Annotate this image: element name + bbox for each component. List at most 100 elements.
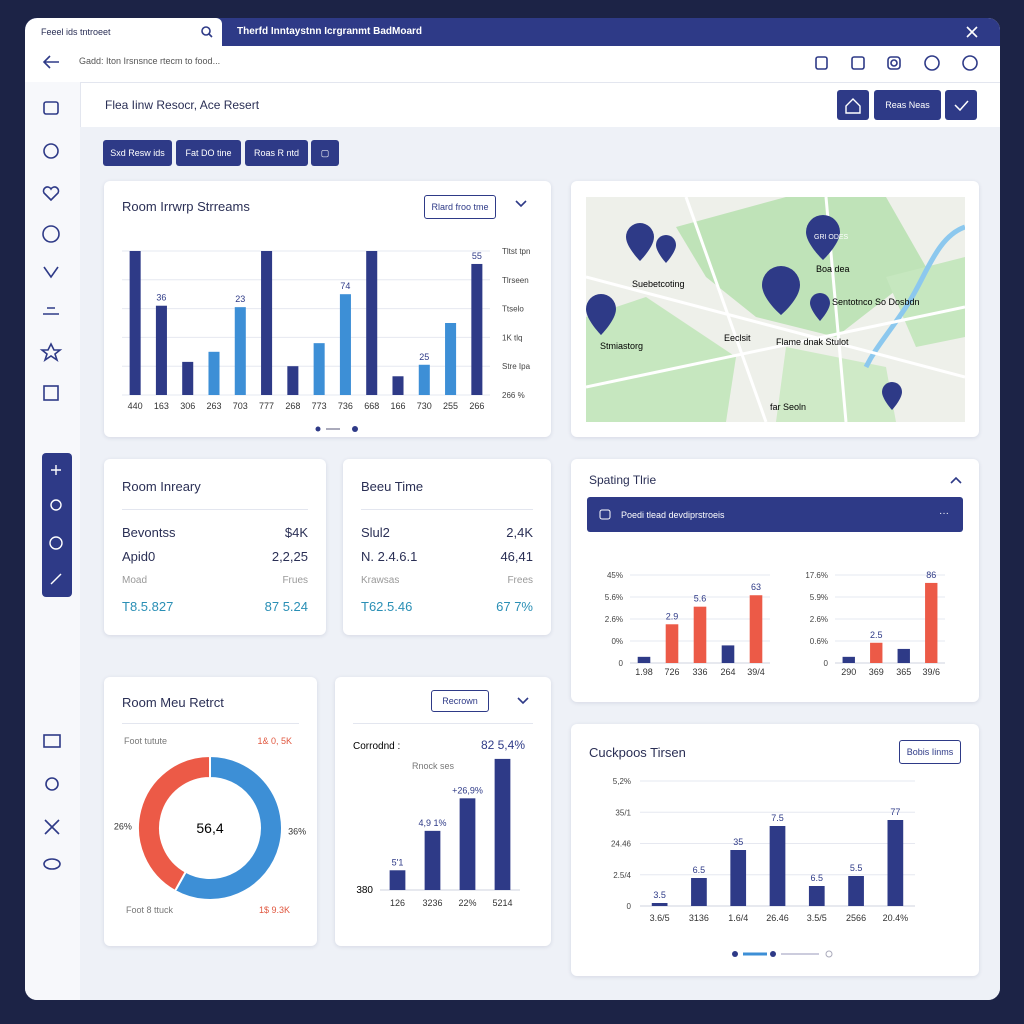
y-tick-label: 2.6% — [605, 615, 623, 624]
growth-button[interactable]: Recrown — [431, 690, 489, 712]
x-tick-label: 777 — [259, 401, 274, 411]
x-tick-label: 264 — [720, 667, 735, 677]
row-label: Bevontss — [122, 525, 176, 540]
y-tick-label: 5.6% — [605, 593, 623, 602]
bar — [848, 876, 864, 906]
cuckpoos-chart: 5,2% 35/1 24.46 2.5/4 0 3.6/5 3.5 3136 6.5 1.6/4 3… — [611, 777, 915, 958]
row-value: Frees — [507, 575, 533, 586]
card-title: Spating Tlrie — [589, 473, 657, 487]
y-tick-label: 0.6% — [810, 637, 828, 646]
row-label: Krawsas — [361, 575, 400, 586]
pin-label: GRI ODES — [814, 234, 849, 241]
y-tick-label: 2.5/4 — [613, 871, 631, 880]
donut-center: 56,4 — [196, 820, 223, 836]
y-tick-label: 5.9% — [810, 593, 828, 602]
window-title: Therfd Inntaystnn Icrgranmt BadMoard — [237, 26, 423, 37]
bar-label: 36 — [156, 293, 166, 303]
y-tick-label: 0 — [627, 902, 632, 911]
bar — [129, 251, 141, 395]
bar-label: 5.6 — [694, 594, 707, 604]
y-tick-label: 0% — [611, 637, 623, 646]
bar — [155, 305, 167, 395]
cuckpoos-button[interactable]: Bobis Iinms — [899, 740, 961, 764]
header-button[interactable]: Reas Neas — [885, 100, 930, 110]
card-title: Room Inreary — [122, 479, 201, 494]
bar — [418, 364, 430, 395]
map-label: Boa dea — [816, 264, 850, 274]
toolbar-icons[interactable] — [810, 54, 980, 72]
y-tick-label: 5,2% — [613, 777, 631, 786]
back-icon[interactable] — [41, 54, 61, 70]
bar-label: 2.5 — [870, 630, 883, 640]
x-tick-label: 166 — [390, 401, 405, 411]
bar — [445, 323, 457, 395]
y-tick-label: 1K tlq — [502, 333, 522, 342]
banner[interactable] — [587, 497, 963, 532]
filter-button[interactable]: Fat DO tine — [176, 140, 241, 166]
tab[interactable]: Feeel ids tntroeet — [25, 18, 222, 46]
row-label: Slul2 — [361, 525, 390, 540]
close-icon[interactable] — [965, 25, 979, 39]
y-tick-label: 0 — [619, 659, 624, 668]
bar-label: +26,9% — [452, 785, 483, 795]
bar-label: 4,9 1% — [418, 818, 446, 828]
bar-label: 74 — [340, 281, 350, 291]
divider — [361, 509, 533, 510]
x-tick-label: 22% — [458, 898, 476, 908]
bar-label: 25 — [419, 352, 429, 362]
y-tick-label: Tlrseen — [502, 276, 529, 285]
row-value: 87 5.24 — [264, 599, 308, 614]
x-tick-label: 336 — [692, 667, 707, 677]
bar-label: 5.5 — [850, 863, 863, 873]
filter-icon-button[interactable]: ▢ — [311, 140, 339, 166]
row-label: T8.5.827 — [122, 599, 174, 614]
bar — [424, 830, 441, 890]
card-title: Cuckpoos Tirsen — [589, 745, 686, 760]
bar — [665, 624, 679, 663]
x-tick-label: 3.6/5 — [650, 913, 670, 923]
card-title: Corrodnd : — [353, 741, 400, 752]
map-card: Suebetcoting Stmiastorg Eeclsit Boa dea … — [571, 181, 979, 437]
bar-label: 6.5 — [693, 865, 706, 875]
row-label: N. 2.4.6.1 — [361, 549, 418, 564]
y-tick-label: 35/1 — [615, 808, 631, 817]
range-button[interactable]: Rlard froo tme — [424, 195, 496, 219]
x-tick-label: 2566 — [846, 913, 866, 923]
headline: 82 5,4% — [481, 738, 525, 752]
bar — [234, 307, 246, 395]
bar — [313, 343, 325, 395]
page-title: Flea Iinw Resocr, Ace Resert — [105, 98, 260, 112]
map[interactable]: Suebetcoting Stmiastorg Eeclsit Boa dea … — [586, 197, 965, 422]
y-tick-label: Ttselo — [502, 305, 524, 314]
x-tick-label: 163 — [154, 401, 169, 411]
x-tick-label: 126 — [390, 898, 405, 908]
donut-slice — [173, 754, 283, 901]
filter-button[interactable]: Sxd Resw ids — [103, 140, 172, 166]
search-icon[interactable] — [200, 25, 214, 39]
row-value: 46,41 — [500, 549, 533, 564]
address-bar — [25, 46, 1000, 83]
bar — [749, 595, 763, 663]
x-tick-label: 39/4 — [747, 667, 765, 677]
y-tick-label: Tltst tpn — [502, 247, 530, 256]
x-tick-label: 26.46 — [766, 913, 789, 923]
bar — [471, 263, 483, 395]
row-value: Frues — [282, 575, 308, 586]
slice-label: 26% — [114, 822, 132, 832]
sidebar-icons[interactable] — [25, 82, 80, 1000]
donut-card: Room Meu Retrct Foot tutute 1& 0, 5K Foo… — [104, 677, 317, 946]
filter-button[interactable]: Roas R ntd — [245, 140, 308, 166]
x-tick-label: 773 — [312, 401, 327, 411]
map-label: far Seoln — [770, 402, 806, 412]
address[interactable]: Gadd: Iton Irsnsnce rtecm to food... — [79, 56, 221, 66]
bar-label: 6.5 — [811, 873, 824, 883]
bar — [208, 351, 220, 395]
header-buttons[interactable] — [837, 90, 979, 122]
x-tick-label: 39/6 — [922, 667, 940, 677]
x-tick-label: 268 — [285, 401, 300, 411]
row-label: Moad — [122, 575, 148, 586]
y-tick-label: 45% — [607, 571, 623, 580]
x-tick-label: 255 — [443, 401, 458, 411]
bar — [182, 361, 194, 395]
